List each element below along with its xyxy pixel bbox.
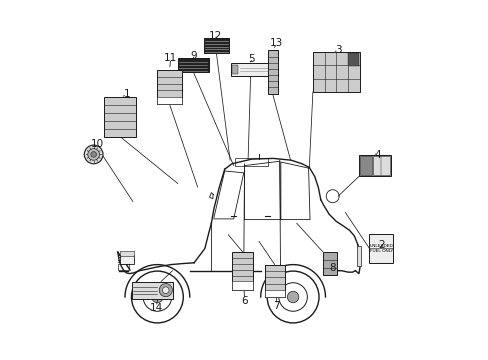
Bar bbox=[120, 251, 134, 256]
Bar bbox=[120, 255, 134, 264]
Text: 11: 11 bbox=[164, 53, 177, 63]
Bar bbox=[157, 97, 182, 104]
Bar bbox=[322, 252, 337, 275]
Circle shape bbox=[84, 145, 103, 164]
Bar bbox=[264, 265, 284, 297]
Circle shape bbox=[287, 291, 298, 303]
Bar bbox=[203, 38, 228, 53]
Circle shape bbox=[151, 291, 163, 303]
Bar bbox=[231, 252, 253, 290]
Circle shape bbox=[159, 284, 172, 297]
Text: UNLEADED
FUEL ONLY: UNLEADED FUEL ONLY bbox=[368, 244, 392, 253]
Bar bbox=[264, 290, 284, 297]
Bar bbox=[359, 156, 371, 175]
Text: 10: 10 bbox=[90, 139, 103, 149]
Bar bbox=[118, 264, 129, 270]
Bar bbox=[372, 156, 389, 175]
Bar bbox=[132, 282, 173, 299]
Text: 2: 2 bbox=[377, 240, 384, 250]
Bar bbox=[157, 70, 182, 104]
Bar bbox=[312, 52, 359, 92]
Bar bbox=[235, 158, 267, 166]
Bar bbox=[231, 282, 253, 290]
Bar bbox=[267, 50, 277, 94]
Bar bbox=[358, 155, 390, 176]
Bar bbox=[368, 234, 392, 263]
Text: 14: 14 bbox=[149, 303, 163, 313]
Text: 6: 6 bbox=[241, 296, 247, 306]
Bar bbox=[104, 97, 136, 137]
Bar bbox=[347, 53, 359, 66]
Text: 8: 8 bbox=[329, 263, 335, 273]
Circle shape bbox=[162, 287, 169, 293]
Text: 13: 13 bbox=[270, 38, 283, 48]
Text: 9: 9 bbox=[190, 51, 197, 61]
Bar bbox=[232, 65, 238, 74]
Text: 3: 3 bbox=[334, 45, 341, 55]
Text: 4: 4 bbox=[374, 150, 380, 160]
Bar bbox=[356, 246, 361, 266]
Text: 7: 7 bbox=[273, 301, 280, 311]
Circle shape bbox=[88, 149, 99, 160]
Circle shape bbox=[91, 152, 96, 157]
Text: 5: 5 bbox=[248, 54, 254, 64]
Bar bbox=[230, 63, 270, 76]
Text: 1: 1 bbox=[124, 89, 131, 99]
Text: 12: 12 bbox=[209, 31, 222, 41]
Bar bbox=[178, 58, 208, 72]
